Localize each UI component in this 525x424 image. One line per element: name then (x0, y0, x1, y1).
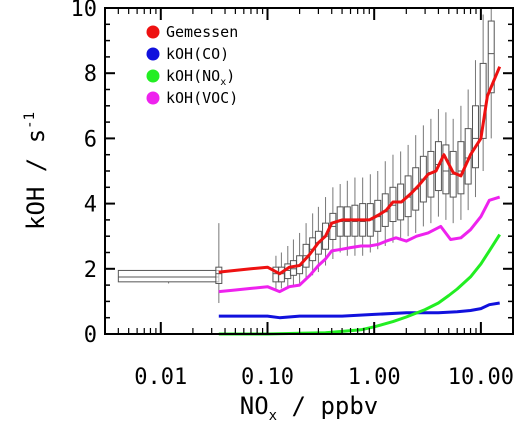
legend-label: kOH(NOx) (166, 67, 235, 88)
y-tick-label: 6 (84, 127, 97, 152)
tick-labels: 0 2 4 6 8 10 0.01 0.10 1.00 10.00 (71, 0, 514, 390)
y-tick-label: 4 (84, 193, 97, 218)
legend-label: kOH(VOC) (166, 89, 238, 107)
y-tick-label: 2 (84, 258, 97, 283)
box (487, 20, 495, 94)
axis-ticks (104, 7, 514, 335)
x-axis-title: NOx / ppbv (240, 392, 379, 424)
legend-marker (146, 47, 160, 61)
legend-label-subscript: x (220, 77, 226, 88)
y-axis-title: kOH / s-1 (22, 112, 50, 230)
x-tick-label: 0.01 (134, 365, 187, 390)
y-tick-label: 0 (84, 323, 97, 348)
legend-marker (146, 69, 160, 83)
legend-label-main: kOH(VOC) (166, 89, 238, 107)
y-axis-title-superscript: -1 (22, 112, 38, 129)
x-tick-label: 1.00 (348, 365, 401, 390)
series-line (218, 301, 500, 320)
box (442, 144, 450, 195)
legend-label-main: kOH(NO (166, 67, 220, 85)
x-tick-label: 0.10 (241, 365, 294, 390)
legend-marker (146, 25, 160, 39)
y-tick-label: 10 (71, 0, 98, 22)
box (215, 266, 223, 284)
series-line (218, 195, 501, 294)
series-line (218, 233, 501, 336)
box (471, 105, 479, 169)
x-axis-title-main: NO (240, 392, 269, 420)
legend-label-main: kOH(CO) (166, 45, 229, 63)
legend-label: Gemessen (166, 23, 238, 41)
box (117, 269, 220, 283)
legend-marker (146, 91, 160, 105)
x-axis-title-subscript: x (269, 408, 277, 424)
legend-label: kOH(CO) (166, 45, 229, 63)
legend-label-main: Gemessen (166, 23, 238, 41)
series-line (218, 66, 502, 276)
x-axis-title-rest: / ppbv (277, 392, 378, 420)
y-axis-title-main: kOH / s (22, 129, 50, 230)
legend-label-rest: ) (226, 67, 235, 85)
y-tick-label: 8 (84, 62, 97, 87)
series-lines (218, 66, 502, 336)
x-tick-label: 10.00 (448, 365, 514, 390)
